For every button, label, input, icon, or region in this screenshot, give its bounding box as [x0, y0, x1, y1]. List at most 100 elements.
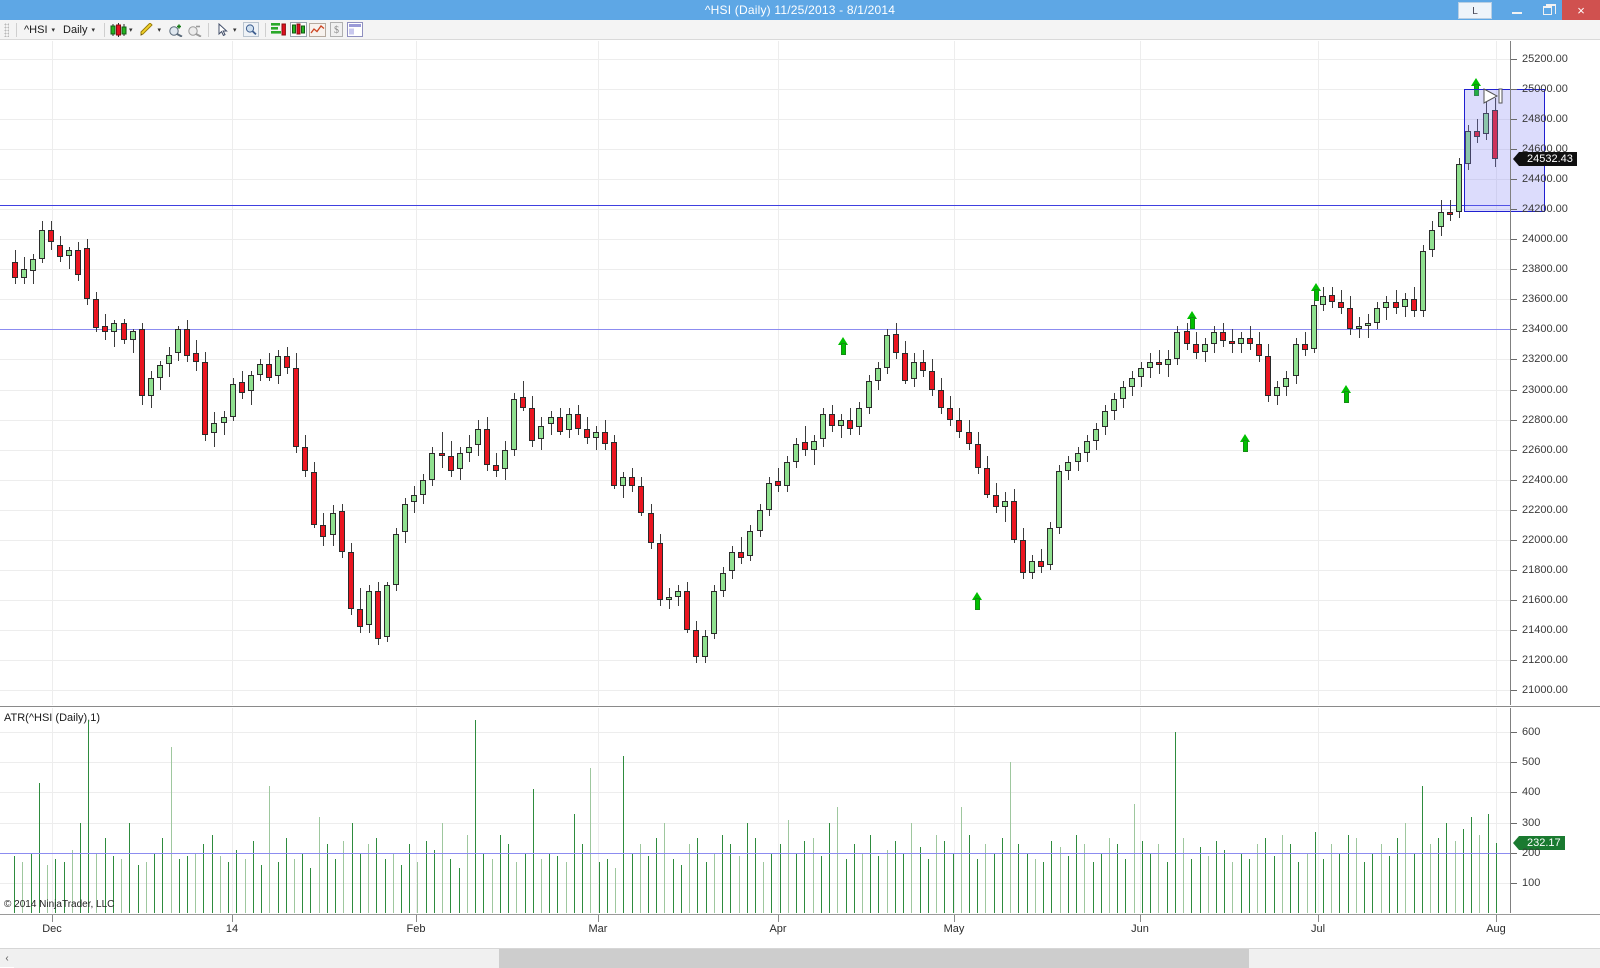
candle-body-up: [911, 362, 917, 379]
candle-body-up: [548, 416, 554, 425]
gridline: [0, 689, 1510, 691]
candle-body-up: [457, 452, 463, 470]
minimize-button[interactable]: [1502, 0, 1532, 20]
price-axis-tick-label: 23600.00: [1522, 293, 1568, 306]
candle-body-up: [230, 383, 236, 417]
axis-tick-mark: [1511, 479, 1517, 481]
date-axis-tick-label: Apr: [769, 923, 787, 935]
date-axis[interactable]: Dec 14 Feb Mar Apr May Jun Jul Aug: [0, 914, 1600, 952]
atr-bar: [187, 855, 188, 913]
axis-tick-mark: [1511, 89, 1517, 91]
candle-body-down: [1220, 332, 1226, 342]
indicators-icon: [289, 22, 307, 38]
candle-wick: [114, 320, 115, 348]
selection-rectangle[interactable]: [1464, 89, 1545, 213]
arrow-shaft: [1243, 440, 1248, 452]
candle-body-down: [184, 329, 190, 357]
atr-indicator-pane[interactable]: ATR(^HSI (Daily),1): [0, 708, 1510, 913]
buy-arrow[interactable]: [1187, 311, 1198, 329]
instrument-selector[interactable]: ^HSI ▾: [21, 21, 60, 39]
gridline: [778, 708, 779, 913]
indicators-button[interactable]: [289, 21, 308, 39]
date-tick-mark: [52, 915, 53, 922]
axis-tick-mark: [1511, 792, 1517, 794]
candle-body-up: [366, 590, 372, 626]
strategies-button[interactable]: [308, 21, 327, 39]
buy-arrow[interactable]: [838, 337, 849, 355]
playback-control-icon[interactable]: [1482, 85, 1508, 107]
atr-bar: [1323, 858, 1324, 913]
candle-body-down: [75, 249, 81, 276]
price-axis-tick-label: 21600.00: [1522, 593, 1568, 606]
atr-bar: [352, 822, 353, 913]
candle-body-down: [48, 230, 54, 243]
atr-bar: [1093, 861, 1094, 913]
resistance-line-upper[interactable]: [0, 204, 1510, 206]
gridline: [1140, 708, 1141, 913]
gridline: [0, 59, 1510, 61]
candle-body-up: [784, 461, 790, 486]
scroll-left-button[interactable]: ‹: [5, 952, 9, 964]
atr-axis-tick-label: 600: [1522, 726, 1541, 739]
close-button[interactable]: ×: [1562, 0, 1600, 20]
candle-body-down: [611, 442, 617, 486]
properties-button[interactable]: $: [327, 21, 346, 39]
buy-arrow[interactable]: [1240, 434, 1251, 452]
gridline: [0, 822, 1510, 824]
restore-icon: [1542, 3, 1556, 15]
toolbar-grip[interactable]: [4, 22, 9, 37]
price-axis[interactable]: 24532.43 25200.00 25000.00 24800.00 24600.0…: [1510, 41, 1600, 705]
gridline: [598, 708, 599, 913]
atr-bar: [878, 855, 879, 913]
price-pane[interactable]: [0, 41, 1545, 705]
atr-bar: [1364, 861, 1365, 913]
scrollbar-track[interactable]: [14, 949, 1600, 968]
axis-tick-mark: [1511, 762, 1517, 764]
zoom-out-button[interactable]: [185, 21, 204, 39]
scrollbar-thumb[interactable]: [499, 949, 1249, 968]
atr-reference-line[interactable]: [0, 852, 1510, 854]
panel-layout-button[interactable]: [346, 21, 365, 39]
restore-button[interactable]: [1532, 0, 1562, 20]
pane-divider[interactable]: [0, 706, 1600, 707]
candle-body-up: [875, 368, 881, 381]
buy-arrow[interactable]: [1341, 385, 1352, 403]
price-axis-tick-label: 25200.00: [1522, 53, 1568, 66]
price-axis-tick-label: 24400.00: [1522, 173, 1568, 186]
buy-arrow[interactable]: [972, 592, 983, 610]
candle-body-up: [275, 356, 281, 376]
atr-bar: [615, 867, 616, 913]
atr-axis[interactable]: 232.17 600 500 400 300 200 100: [1510, 708, 1600, 913]
cursor-mode-button[interactable]: ▾: [213, 21, 242, 39]
support-line-lower[interactable]: [0, 329, 1510, 331]
date-axis-tick-label: Feb: [406, 923, 426, 935]
atr-bar: [944, 840, 945, 913]
price-axis-tick-label: 22200.00: [1522, 503, 1568, 516]
atr-bar: [385, 858, 386, 913]
instrument-label: ^HSI: [24, 23, 48, 36]
zoom-in-button[interactable]: [166, 21, 185, 39]
interval-selector[interactable]: Daily ▾: [60, 21, 100, 39]
magnifier-button[interactable]: [242, 21, 261, 39]
license-button[interactable]: L: [1458, 2, 1492, 19]
atr-bar: [1027, 852, 1028, 913]
atr-bar: [500, 834, 501, 913]
atr-bar: [1463, 828, 1464, 913]
horizontal-scrollbar[interactable]: ‹: [0, 948, 1600, 968]
data-series-button[interactable]: [270, 21, 289, 39]
candle-body-up: [593, 431, 599, 438]
atr-bar: [146, 861, 147, 913]
candle-body-up: [21, 269, 27, 279]
gridline: [0, 149, 1510, 151]
chart-style-button[interactable]: ▾: [109, 21, 138, 39]
date-axis-tick-label: Aug: [1486, 923, 1506, 935]
price-axis-tick-label: 21400.00: [1522, 623, 1568, 636]
drawing-tools-button[interactable]: ▾: [138, 21, 167, 39]
candle-body-up: [1283, 377, 1289, 387]
chart-canvas[interactable]: ATR(^HSI (Daily),1) 24532.43 25200.00 250…: [0, 41, 1600, 935]
price-axis-tick-label: 24800.00: [1522, 113, 1568, 126]
buy-arrow[interactable]: [1311, 283, 1322, 301]
candle-body-down: [1474, 131, 1480, 138]
candle-body-down: [84, 248, 90, 300]
candle-body-up: [402, 503, 408, 533]
